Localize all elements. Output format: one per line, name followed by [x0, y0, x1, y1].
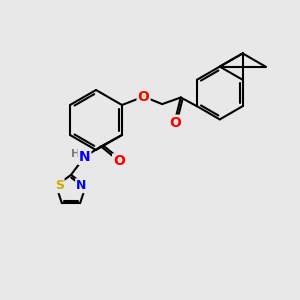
Text: N: N	[76, 179, 86, 192]
Text: N: N	[79, 150, 90, 164]
Text: S: S	[55, 179, 64, 192]
Text: O: O	[113, 154, 125, 168]
Text: O: O	[169, 116, 181, 130]
Text: H: H	[71, 149, 81, 159]
Text: O: O	[138, 90, 149, 104]
